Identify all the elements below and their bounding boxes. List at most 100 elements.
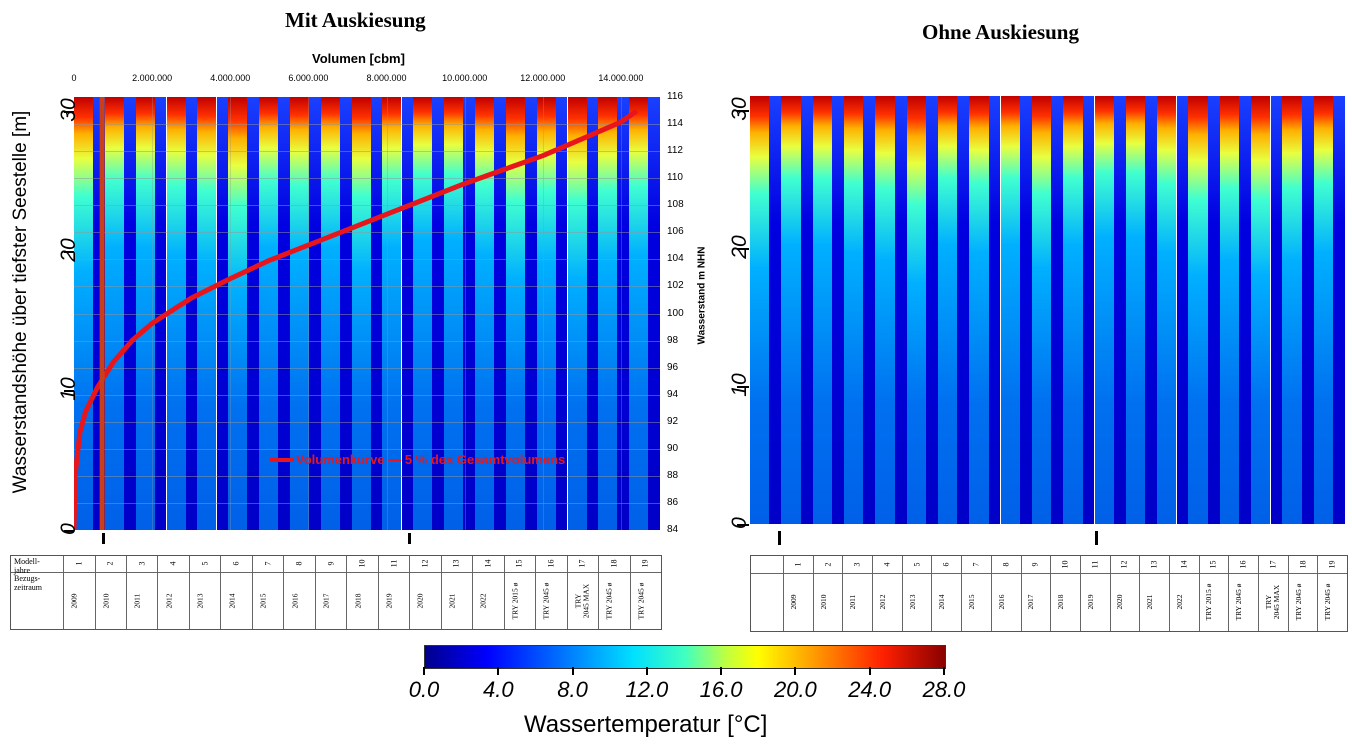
grid-line-h bbox=[74, 286, 660, 288]
nhn-tick-label: 90 bbox=[667, 442, 679, 454]
volume-tick-label: 4.000.000 bbox=[210, 73, 251, 83]
period-cell: TRY 2045 ø bbox=[541, 582, 551, 619]
cold-strip bbox=[1113, 96, 1126, 524]
period-cell: 2021 bbox=[447, 593, 457, 608]
table-col-divider bbox=[598, 556, 600, 629]
model-year-cell: 15 bbox=[1208, 560, 1218, 568]
cold-strip bbox=[1301, 96, 1314, 524]
y-tick-mark bbox=[737, 247, 749, 250]
model-year-cell: 18 bbox=[609, 559, 619, 568]
period-cell: TRY 2045 MAX bbox=[1263, 584, 1281, 620]
nhn-tick-label: 106 bbox=[667, 226, 684, 238]
left-marker-1 bbox=[102, 533, 105, 544]
model-year-cell: 2 bbox=[105, 561, 115, 566]
warm-strip bbox=[906, 96, 926, 524]
warm-strip bbox=[937, 96, 958, 524]
nhn-tick-label: 94 bbox=[667, 388, 679, 400]
nhn-tick-label: 114 bbox=[667, 118, 683, 130]
model-year-cell: 11 bbox=[1090, 560, 1100, 568]
period-cell: 2014 bbox=[227, 593, 237, 608]
table-col-divider bbox=[503, 556, 505, 629]
model-year-cell: 1 bbox=[74, 561, 84, 566]
table-col-divider bbox=[377, 556, 379, 629]
cold-strip bbox=[1082, 96, 1095, 524]
grid-line-h bbox=[74, 259, 660, 261]
colorbar-tick-label: 28.0 bbox=[922, 677, 966, 702]
grid-line-v bbox=[386, 97, 388, 530]
grid-line-h bbox=[74, 313, 660, 315]
y-tick-label: 30 bbox=[57, 98, 80, 122]
grid-line-h bbox=[74, 394, 660, 396]
warm-strip bbox=[812, 96, 832, 524]
model-year-cell: 18 bbox=[1298, 560, 1307, 568]
nhn-tick-label: 92 bbox=[667, 415, 679, 427]
table-col-divider bbox=[629, 556, 631, 629]
table-col-divider bbox=[566, 556, 568, 629]
period-cell: 2014 bbox=[937, 594, 947, 610]
colorbar-tick-mark bbox=[423, 667, 425, 675]
warm-strip bbox=[1063, 96, 1083, 524]
cold-strip bbox=[800, 96, 813, 524]
grid-line-v bbox=[542, 97, 544, 530]
table-col-divider bbox=[251, 556, 253, 629]
colorbar-tick-label: 24.0 bbox=[848, 677, 892, 702]
nhn-tick-label: 110 bbox=[667, 172, 683, 184]
period-cell: TRY 2045 ø bbox=[1293, 583, 1303, 621]
y-tick-label: 30 bbox=[728, 97, 751, 121]
cold-strip bbox=[832, 96, 844, 524]
model-year-cell: 4 bbox=[882, 562, 892, 566]
period-cell: 2020 bbox=[1115, 594, 1125, 610]
model-year-cell: 1 bbox=[793, 562, 803, 566]
cold-strip bbox=[1019, 96, 1032, 524]
table-col-divider bbox=[1287, 556, 1289, 631]
grid-line-h bbox=[74, 448, 660, 450]
nhn-tick-label: 116 bbox=[667, 91, 683, 102]
grid-line-v bbox=[620, 97, 622, 530]
nhn-tick-label: 100 bbox=[667, 307, 684, 319]
colorbar-tick-label: 12.0 bbox=[625, 677, 669, 702]
grid-line-h bbox=[74, 205, 660, 207]
period-cell: 2009 bbox=[69, 593, 79, 608]
model-year-cell: 3 bbox=[852, 562, 862, 566]
y-tick-mark bbox=[64, 111, 74, 113]
period-cell: 2011 bbox=[848, 594, 858, 610]
volume-tick-label: 8.000.000 bbox=[366, 73, 407, 83]
volume-tick-label: 14.000.000 bbox=[598, 73, 644, 83]
row-label-model-years: Modell- jahre bbox=[14, 557, 40, 575]
warm-strip bbox=[1157, 96, 1177, 524]
grid-line-h bbox=[74, 232, 660, 234]
model-year-cell: 3 bbox=[137, 561, 147, 566]
y-tick-mark bbox=[64, 250, 74, 253]
period-cell: 2017 bbox=[321, 593, 331, 608]
y-tick-label: 10 bbox=[728, 373, 751, 397]
model-year-cell: 11 bbox=[389, 559, 398, 568]
model-year-cell: 16 bbox=[1238, 560, 1248, 568]
colorbar-tick-label: 0.0 bbox=[408, 677, 440, 702]
table-col-divider bbox=[1198, 556, 1200, 631]
table-col-divider bbox=[901, 556, 903, 631]
period-cell: 2022 bbox=[478, 593, 488, 608]
y-tick-label: 0 bbox=[728, 517, 751, 529]
model-year-cell: 13 bbox=[451, 559, 461, 568]
colorbar-tick-label: 20.0 bbox=[773, 677, 817, 702]
model-year-cell: 5 bbox=[912, 562, 922, 566]
period-cell: TRY 2015 ø bbox=[1204, 583, 1214, 621]
warm-strip bbox=[781, 96, 801, 524]
grid-line-h bbox=[74, 151, 660, 153]
colorbar-tick-label: 4.0 bbox=[483, 677, 514, 702]
table-row-divider bbox=[751, 573, 1347, 574]
y-tick-mark bbox=[64, 530, 74, 532]
period-cell: 2013 bbox=[907, 594, 917, 610]
model-year-cell: 16 bbox=[546, 559, 556, 568]
table-col-divider bbox=[783, 556, 784, 631]
volume-curve-overlay bbox=[74, 97, 639, 530]
legend: Volumenkurve — 5 % des Gesamtvolumens bbox=[270, 452, 600, 468]
period-cell: 2019 bbox=[1085, 594, 1095, 610]
warm-strip bbox=[1282, 96, 1302, 524]
model-year-cell: 6 bbox=[231, 561, 241, 566]
table-col-divider bbox=[472, 556, 474, 629]
warm-strip bbox=[1219, 96, 1240, 524]
table-col-divider bbox=[842, 556, 844, 631]
nhn-tick-label: 104 bbox=[667, 253, 684, 265]
table-col-divider bbox=[220, 556, 222, 629]
